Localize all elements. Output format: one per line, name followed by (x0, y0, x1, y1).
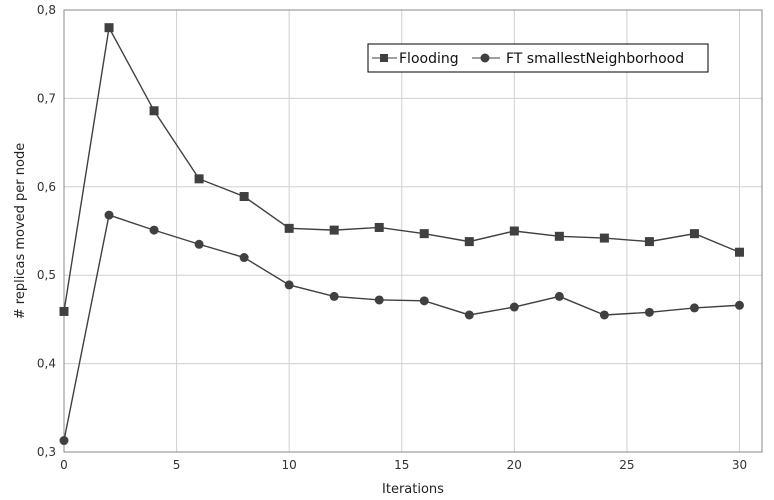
series-flooding (59, 23, 744, 316)
legend-label-flooding: Flooding (399, 51, 459, 67)
data-point-flooding (374, 222, 384, 232)
x-tick-label: 10 (282, 458, 297, 472)
data-point-ft-smallestneighborhood (149, 225, 159, 235)
data-point-ft-smallestneighborhood (419, 296, 429, 306)
data-point-flooding (644, 237, 654, 247)
data-point-ft-smallestneighborhood (509, 302, 519, 312)
data-point-flooding (554, 231, 564, 241)
data-point-flooding (149, 106, 159, 116)
data-point-flooding (104, 23, 114, 33)
data-point-flooding (239, 192, 249, 202)
series-layer (59, 23, 744, 446)
grid-lines (63, 9, 762, 453)
series-line-flooding (63, 25, 740, 312)
data-point-ft-smallestneighborhood (464, 310, 474, 320)
data-point-ft-smallestneighborhood (329, 291, 339, 301)
y-tick-labels: 0,3 0,4 0,5 0,6 0,7 0,8 (37, 3, 56, 459)
data-point-flooding (194, 174, 204, 184)
x-tick-label: 30 (732, 458, 747, 472)
x-tick-label: 20 (507, 458, 522, 472)
x-tick-labels: 0 5 10 15 20 25 30 (60, 458, 747, 472)
x-tick-label: 15 (394, 458, 409, 472)
data-point-flooding (284, 223, 294, 233)
legend-box (367, 43, 709, 73)
data-point-flooding (509, 226, 519, 236)
data-point-flooding (689, 229, 699, 239)
plot-frame (63, 9, 763, 453)
y-tick-label: 0,3 (37, 445, 56, 459)
y-tick-label: 0,8 (37, 3, 56, 17)
data-point-ft-smallestneighborhood (554, 291, 564, 301)
data-point-flooding (599, 233, 609, 243)
data-point-ft-smallestneighborhood (194, 239, 204, 249)
legend-marker-flooding (380, 54, 388, 62)
legend-label-ft: FT smallestNeighborhood (506, 51, 684, 67)
x-tick-label: 25 (619, 458, 634, 472)
series-line-ft-smallestneighborhood (63, 214, 740, 441)
data-point-ft-smallestneighborhood (644, 307, 654, 317)
legend: Flooding FT smallestNeighborhood (367, 43, 709, 73)
data-point-flooding (329, 225, 339, 235)
data-point-flooding (464, 237, 474, 247)
legend-marker-ft (480, 53, 490, 63)
x-tick-label: 0 (60, 458, 68, 472)
data-point-ft-smallestneighborhood (239, 253, 249, 263)
data-point-flooding (59, 306, 69, 316)
data-point-ft-smallestneighborhood (599, 310, 609, 320)
data-point-flooding (419, 229, 429, 239)
y-axis-title: # replicas moved per node (13, 143, 28, 319)
data-point-ft-smallestneighborhood (689, 303, 699, 313)
series-ft-smallestneighborhood (59, 210, 744, 446)
data-point-ft-smallestneighborhood (734, 300, 744, 310)
y-tick-label: 0,6 (37, 180, 56, 194)
x-axis-title: Iterations (382, 482, 444, 497)
y-tick-label: 0,5 (37, 268, 56, 282)
x-tick-label: 5 (173, 458, 181, 472)
data-point-flooding (734, 247, 744, 257)
y-tick-label: 0,7 (37, 91, 56, 105)
data-point-ft-smallestneighborhood (374, 295, 384, 305)
y-tick-label: 0,4 (37, 357, 56, 371)
data-point-ft-smallestneighborhood (284, 280, 294, 290)
data-point-ft-smallestneighborhood (104, 210, 114, 220)
data-point-ft-smallestneighborhood (59, 436, 69, 446)
